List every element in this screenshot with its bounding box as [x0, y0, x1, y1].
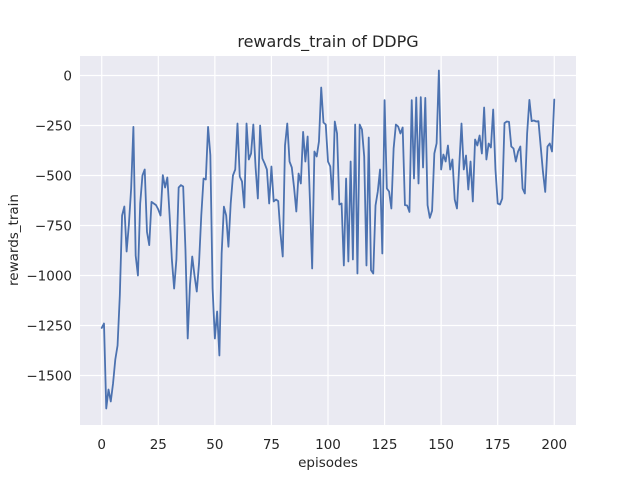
y-tick-label: 0 [63, 68, 72, 84]
reward-series-line [100, 69, 556, 410]
y-axis-label: rewards_train [6, 194, 22, 286]
x-tick-label: 75 [263, 437, 280, 453]
x-tick-label: 100 [315, 437, 341, 453]
y-tick-label: −750 [35, 218, 72, 234]
series-layer [100, 69, 556, 410]
x-tick-label: 150 [428, 437, 454, 453]
x-axis-label: episodes [298, 455, 358, 471]
y-tick-label: −250 [35, 118, 72, 134]
tick-labels: 0 25 50 75 100 125 150 175 200 0 −250 −500 −750 −1000… [26, 68, 567, 453]
x-tick-label: 125 [372, 437, 398, 453]
x-tick-label: 0 [97, 437, 106, 453]
y-tick-label: −1500 [26, 368, 72, 384]
x-tick-label: 25 [150, 437, 167, 453]
x-tick-label: 50 [206, 437, 223, 453]
y-tick-label: −500 [35, 168, 72, 184]
y-tick-label: −1000 [26, 268, 72, 284]
x-tick-label: 175 [485, 437, 511, 453]
x-tick-label: 200 [541, 437, 567, 453]
chart-title: rewards_train of DDPG [237, 32, 418, 52]
y-tick-label: −1250 [26, 318, 72, 334]
